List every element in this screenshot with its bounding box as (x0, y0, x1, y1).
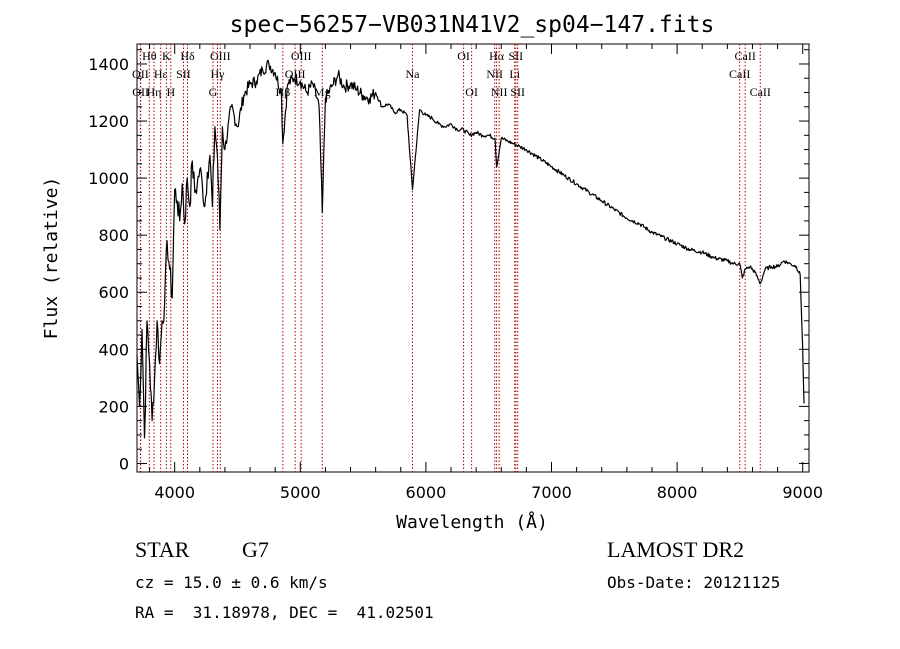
observation-date: Obs-Date: 20121125 (607, 573, 781, 592)
chart-title: spec−56257−VB031N41V2_sp04−147.fits (230, 12, 715, 38)
line-marker-label: SII (510, 85, 525, 99)
y-tick-label: 600 (98, 283, 129, 302)
redshift-value: cz = 15.0 ± 0.6 km/s (135, 573, 328, 592)
line-marker-label: CaII (729, 67, 750, 81)
x-tick-label: 9000 (782, 483, 823, 502)
line-marker-label: NII (486, 67, 503, 81)
line-marker-label: Hβ (275, 85, 290, 99)
x-tick-label: 4000 (154, 483, 195, 502)
line-marker-label: OIII (285, 67, 306, 81)
y-tick-label: 1000 (88, 169, 129, 188)
line-marker-label: Na (405, 67, 420, 81)
line-marker-label: K (162, 49, 171, 63)
object-class: STAR (135, 537, 190, 562)
y-tick-label: 1200 (88, 112, 129, 131)
y-tick-label: 1400 (88, 55, 129, 74)
line-marker-label: SII (508, 49, 523, 63)
spectrum-series (136, 59, 805, 439)
y-axis-label: Flux (relative) (41, 177, 62, 340)
object-subclass: G7 (242, 537, 269, 562)
x-tick-label: 8000 (657, 483, 698, 502)
y-tick-label: 0 (119, 454, 129, 473)
line-marker-label: OIII (291, 49, 312, 63)
line-marker-label: CaII (735, 49, 756, 63)
y-axis: 0 200 400 600 800 1000 1200 1400 (88, 49, 809, 473)
spectrum-line (136, 59, 805, 439)
x-tick-label: 7000 (531, 483, 572, 502)
x-tick-label: 6000 (406, 483, 447, 502)
coordinates: RA = 31.18978, DEC = 41.02501 (135, 603, 434, 622)
line-marker-label: Hα (489, 49, 505, 63)
y-tick-label: 400 (98, 340, 129, 359)
x-axis: 4000 5000 6000 7000 8000 9000 (149, 44, 823, 502)
y-tick-label: 800 (98, 226, 129, 245)
line-marker-label: Li (509, 67, 520, 81)
line-marker-label: NII (491, 85, 508, 99)
line-marker-label: CaII (750, 85, 771, 99)
line-marker-label: Hγ (211, 67, 226, 81)
line-marker-label: OI (465, 85, 478, 99)
line-marker-label: G (209, 85, 218, 99)
line-marker-label: Hε (154, 67, 168, 81)
line-marker-label: Hη (146, 85, 161, 99)
line-marker-label: SII (176, 67, 191, 81)
line-marker-label: Hθ (142, 49, 157, 63)
line-marker-label: Hδ (180, 49, 195, 63)
y-tick-label: 200 (98, 397, 129, 416)
line-marker-label: OIII (210, 49, 231, 63)
line-marker-label: H (166, 85, 175, 99)
line-marker-label: OII (132, 67, 149, 81)
x-axis-label: Wavelength (Å) (396, 511, 548, 533)
x-tick-label: 5000 (280, 483, 321, 502)
line-marker-label: OI (457, 49, 470, 63)
line-marker-label: OII (132, 85, 149, 99)
plot-frame (136, 43, 810, 473)
survey-name: LAMOST DR2 (607, 537, 745, 562)
